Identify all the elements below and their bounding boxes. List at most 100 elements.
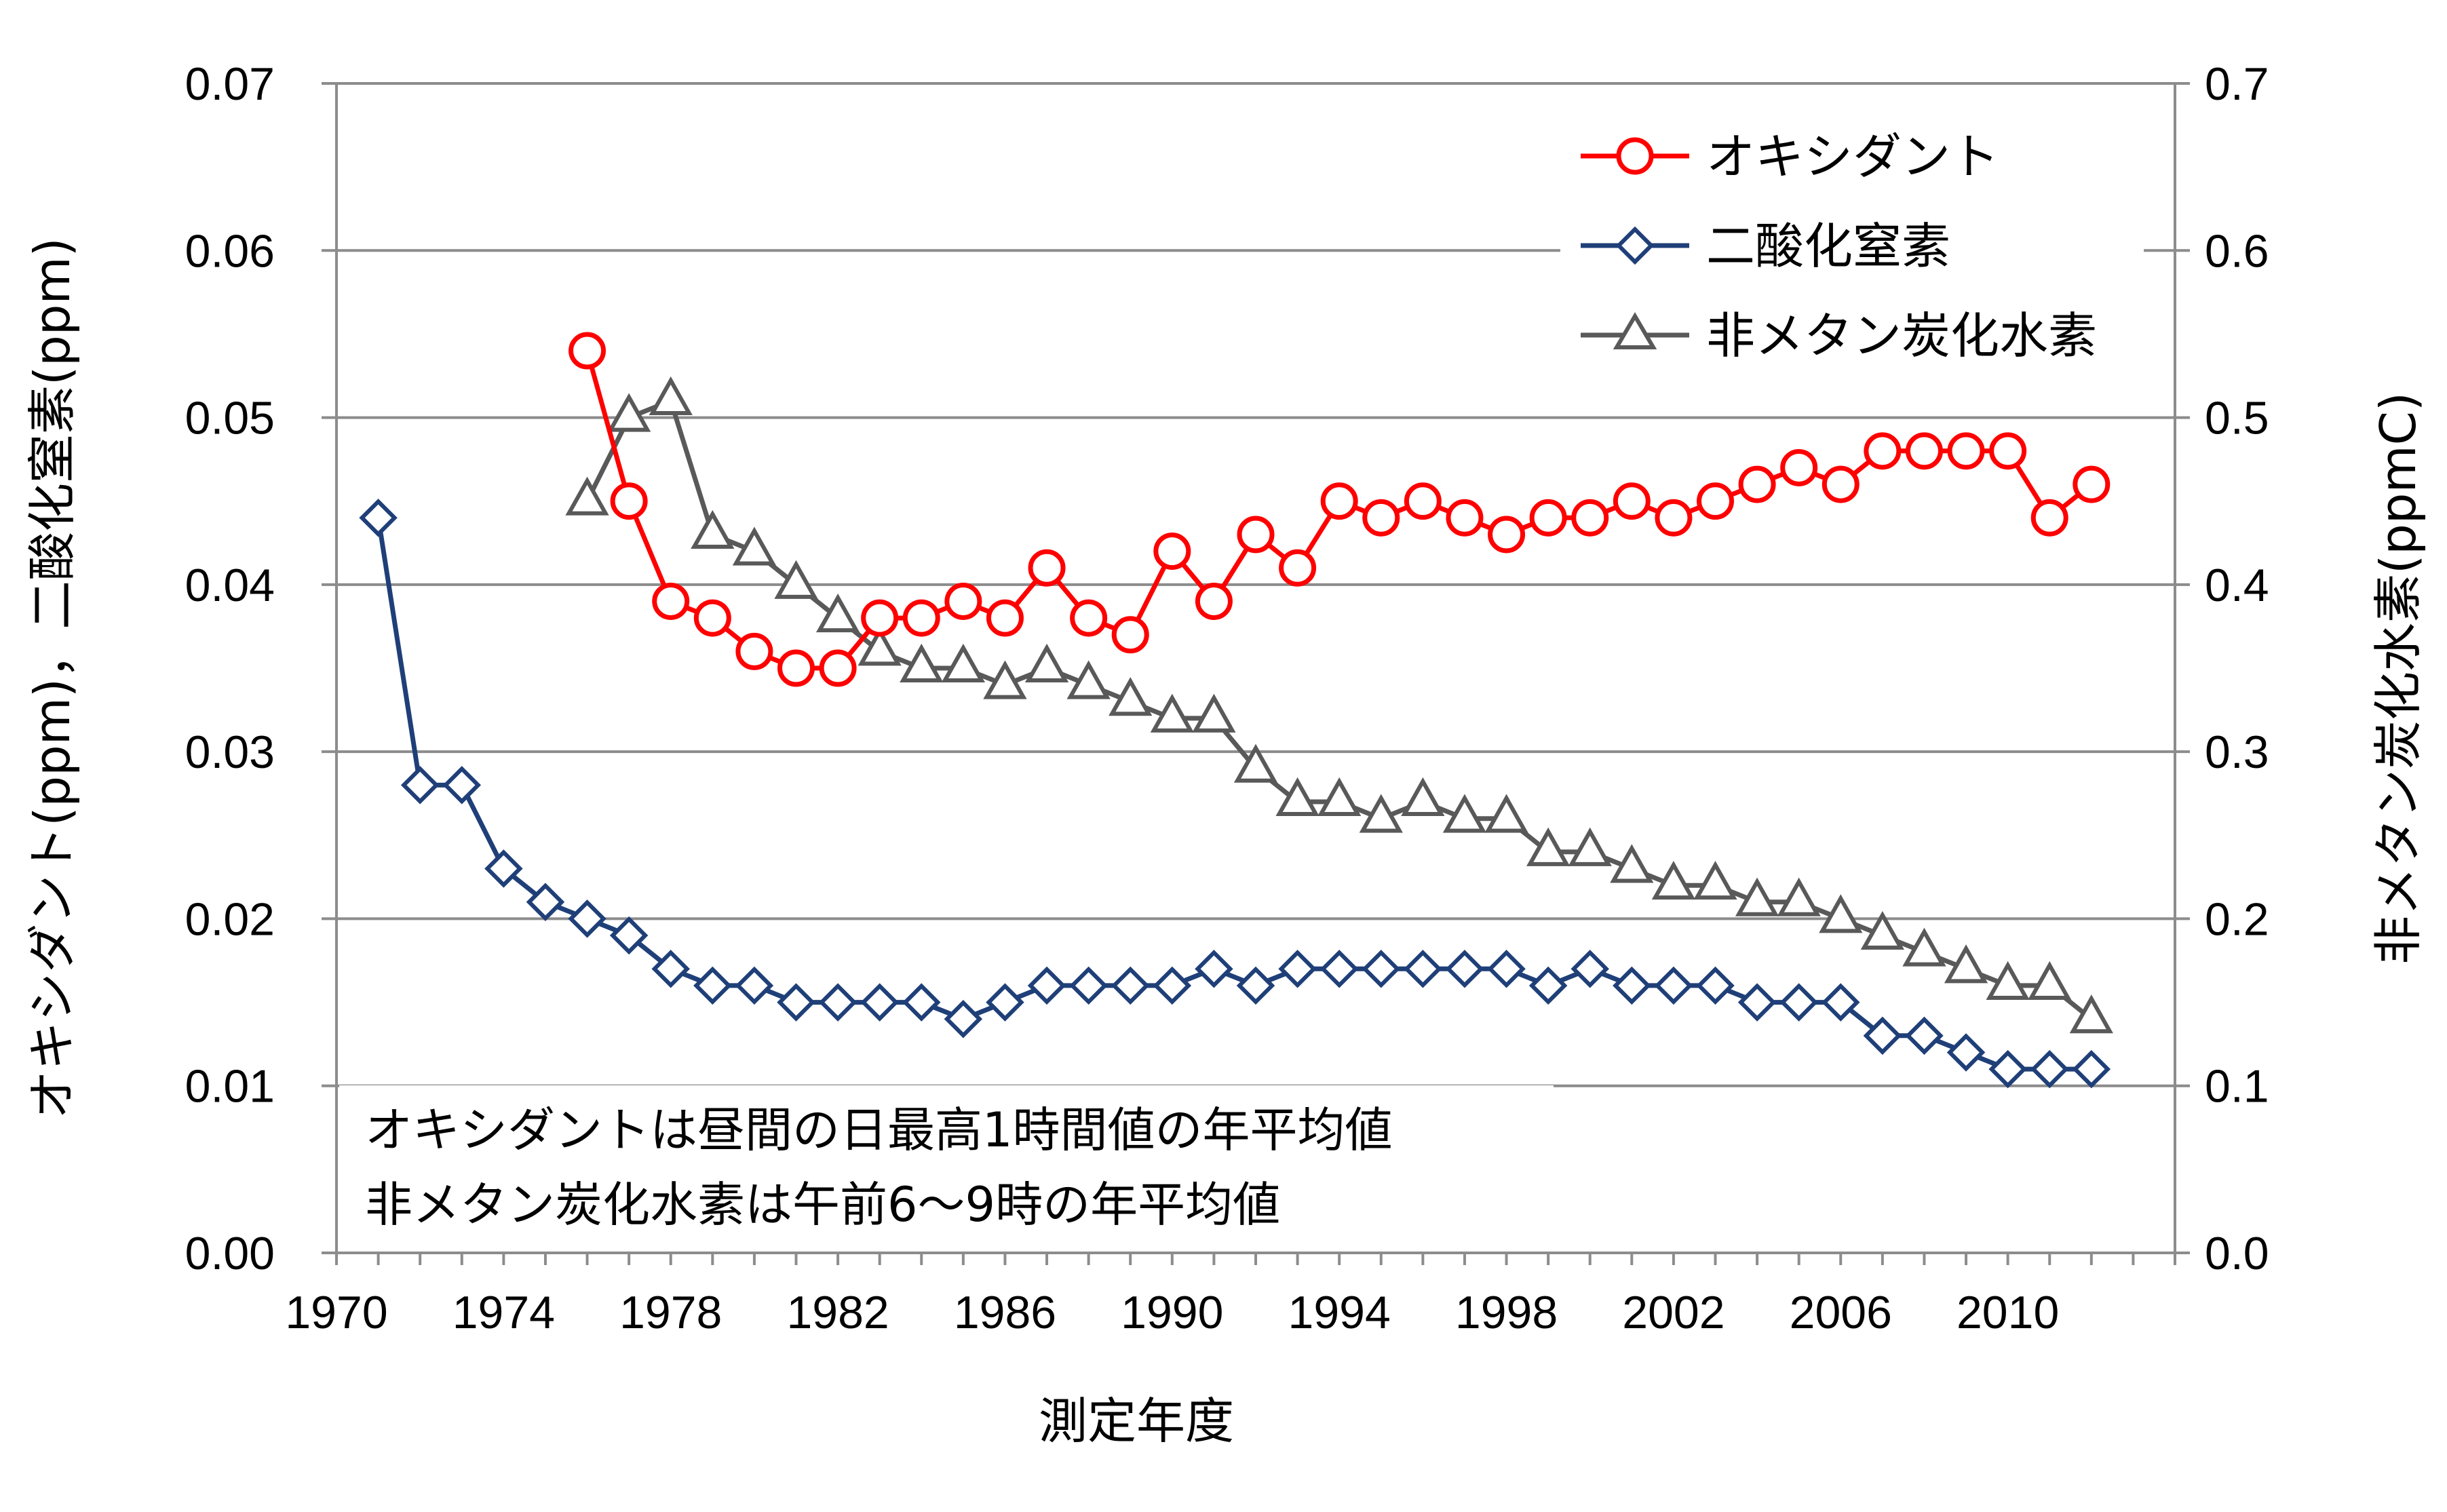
data-point [902, 983, 941, 1022]
data-point [1237, 516, 1275, 554]
data-point [900, 643, 944, 682]
data-point [1529, 499, 1567, 537]
series-diamond [359, 499, 2111, 1089]
y-tick-label-left: 0.04 [185, 560, 275, 611]
data-point [1319, 950, 1359, 988]
data-point [400, 766, 440, 805]
data-point [2072, 1049, 2111, 1089]
x-tick-label: 1970 [285, 1287, 387, 1338]
data-point [1779, 983, 1818, 1022]
annotation-line-1: オキシダントは昼間の日最高1時間値の年平均値 [365, 1102, 1393, 1158]
data-point [732, 526, 777, 566]
data-point [1819, 894, 1863, 933]
data-point [1111, 616, 1149, 654]
y-tick-label-right: 0.1 [2205, 1061, 2269, 1112]
data-point [1109, 677, 1153, 716]
data-point [1697, 482, 1734, 520]
data-point [1864, 432, 1902, 470]
y-tick-label-left: 0.02 [185, 893, 275, 945]
data-point [1946, 1033, 1986, 1072]
data-point [1905, 432, 1943, 470]
data-point [1735, 877, 1779, 916]
data-point [1822, 983, 1860, 1022]
data-point [1651, 861, 1696, 900]
data-point [1279, 549, 1317, 587]
data-point [941, 643, 985, 682]
data-point [983, 660, 1027, 699]
y-tick-label-left: 0.05 [185, 393, 275, 444]
legend-label-oxidant: オキシダント [1706, 128, 1999, 185]
data-point [858, 627, 902, 666]
x-tick-label: 1978 [619, 1287, 722, 1338]
data-point [607, 393, 651, 432]
data-point [1484, 794, 1528, 833]
data-point [735, 966, 774, 1005]
data-point [1613, 966, 1651, 1005]
data-point [652, 582, 690, 620]
data-point [1442, 794, 1487, 833]
series-group [359, 332, 2113, 1089]
data-point [1947, 432, 1985, 470]
data-point [693, 966, 732, 1005]
data-point [861, 599, 899, 637]
data-point [1027, 966, 1066, 1005]
data-point [1445, 950, 1484, 988]
x-tick-label: 1986 [954, 1287, 1056, 1338]
data-point [1066, 660, 1111, 699]
data-point [1362, 499, 1400, 537]
y-tick-label-right: 0.4 [2205, 560, 2269, 611]
data-point [1488, 516, 1526, 554]
data-point [1986, 961, 2030, 1000]
data-point [1111, 966, 1150, 1005]
data-point [1944, 944, 1988, 984]
y-tick-label-right: 0.2 [2205, 893, 2269, 945]
x-tick-label: 1982 [786, 1287, 889, 1338]
data-point [565, 476, 609, 516]
data-point [651, 950, 690, 988]
y-tick-label-left: 0.06 [185, 225, 275, 277]
data-point [484, 849, 523, 888]
data-point [1028, 549, 1066, 587]
data-point [1780, 448, 1818, 486]
data-point [2073, 465, 2111, 503]
data-point [526, 883, 565, 922]
data-point [815, 593, 860, 633]
annotation-block: オキシダントは昼間の日最高1時間値の年平均値 非メタン炭化水素は午前6～9時の年… [339, 1085, 1554, 1241]
data-point [1487, 950, 1526, 988]
data-point [986, 599, 1024, 637]
data-point [1446, 499, 1484, 537]
data-point [609, 916, 649, 955]
x-tick-label: 2010 [1957, 1287, 2059, 1338]
legend-marker-diamond [1615, 226, 1655, 265]
data-point [1526, 827, 1571, 866]
data-point [693, 599, 731, 637]
y-tick-label-right: 0.5 [2205, 393, 2269, 444]
data-point [1905, 1016, 1944, 1055]
right-axis-title: 非メタン炭化水素(ppmC) [2370, 392, 2427, 965]
x-tick-label: 2002 [1622, 1287, 1725, 1338]
legend-marker-triangle [1613, 312, 1657, 349]
data-point [569, 332, 606, 370]
legend-label-nmhc: 非メタン炭化水素 [1706, 307, 2097, 364]
data-point [1024, 643, 1069, 682]
data-point [1278, 950, 1317, 988]
series-triangle [565, 376, 2113, 1034]
data-point [1693, 861, 1737, 900]
data-point [1317, 777, 1362, 817]
data-point [2069, 994, 2113, 1034]
x-tick-label: 1998 [1455, 1287, 1558, 1338]
data-point [2028, 961, 2072, 1000]
data-point [1275, 777, 1319, 817]
data-point [1902, 927, 1946, 967]
data-point [986, 983, 1024, 1022]
axes: 0.00 0.0 0.01 0.1 0.02 0.2 0.03 0.3 0.04 0.4 0.05 0… [185, 58, 2269, 1338]
data-point [1195, 950, 1233, 988]
x-tick-label: 2006 [1790, 1287, 1892, 1338]
data-point [1571, 499, 1609, 537]
left-axis-title: オキシダント(ppm)，二酸化窒素(ppm) [24, 237, 81, 1119]
data-point [1528, 966, 1568, 1005]
data-point [1150, 693, 1194, 733]
x-tick-label: 1994 [1288, 1287, 1391, 1338]
data-point [1359, 794, 1403, 833]
